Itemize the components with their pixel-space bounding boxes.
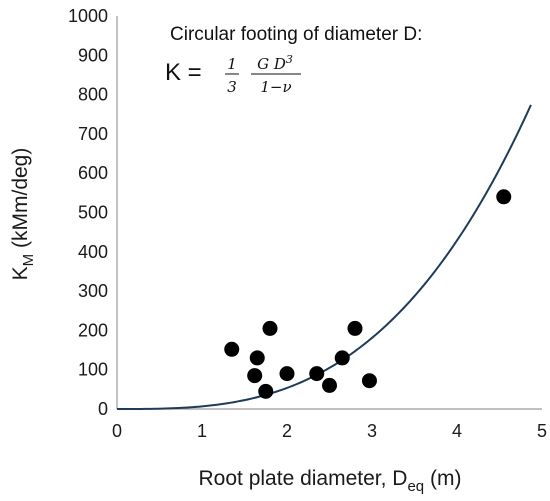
x-tick-label: 0 bbox=[112, 421, 122, 441]
y-tick-label: 0 bbox=[98, 399, 108, 419]
data-point bbox=[309, 366, 325, 382]
data-point bbox=[496, 189, 512, 205]
x-axis-title: Root plate diameter, Deq (m) bbox=[199, 467, 462, 495]
y-tick-label: 600 bbox=[78, 163, 108, 183]
data-point bbox=[361, 373, 377, 389]
data-point bbox=[224, 341, 240, 357]
y-tick-label: 400 bbox=[78, 242, 108, 262]
annotation-line1: Circular footing of diameter D: bbox=[170, 24, 422, 45]
y-tick-label: 900 bbox=[78, 45, 108, 65]
fit-curve-group bbox=[117, 104, 532, 410]
data-point bbox=[249, 350, 265, 366]
axes bbox=[116, 16, 542, 410]
data-points-group bbox=[224, 189, 512, 399]
x-tick-label: 4 bbox=[452, 421, 462, 441]
y-tick-label: 1000 bbox=[68, 6, 108, 26]
y-tick-label: 100 bbox=[78, 360, 108, 380]
x-tick-label: 5 bbox=[537, 421, 547, 441]
y-tick-label: 200 bbox=[78, 320, 108, 340]
y-tick-label: 500 bbox=[78, 203, 108, 223]
frac1-numerator: 1 bbox=[227, 55, 237, 73]
data-point bbox=[247, 368, 263, 384]
frac2-denominator: 1−ν bbox=[260, 78, 291, 96]
fit-curve bbox=[117, 104, 532, 410]
y-tick-labels: 0 100 200 300 400 500 600 700 800 900 1000 bbox=[68, 6, 108, 419]
x-tick-label: 1 bbox=[197, 421, 207, 441]
x-tick-label: 3 bbox=[367, 421, 377, 441]
y-tick-label: 700 bbox=[78, 124, 108, 144]
data-point bbox=[262, 320, 278, 336]
data-point bbox=[322, 377, 337, 393]
frac1-denominator: 3 bbox=[227, 78, 237, 96]
y-tick-label: 300 bbox=[78, 281, 108, 301]
frac2-numerator: G D3 bbox=[257, 53, 293, 73]
data-point bbox=[279, 366, 295, 382]
x-tick-label: 2 bbox=[282, 421, 292, 441]
formula-lhs: K = bbox=[165, 59, 202, 86]
x-tick-labels: 0 1 2 3 4 5 bbox=[112, 421, 547, 441]
y-tick-label: 800 bbox=[78, 85, 108, 105]
data-point bbox=[347, 320, 363, 336]
y-axis-title: KM (kMm/deg) bbox=[9, 148, 37, 281]
data-point bbox=[258, 383, 274, 399]
formula-annotation: Circular footing of diameter D: K = 1 3 … bbox=[165, 24, 422, 96]
data-point bbox=[334, 350, 350, 366]
